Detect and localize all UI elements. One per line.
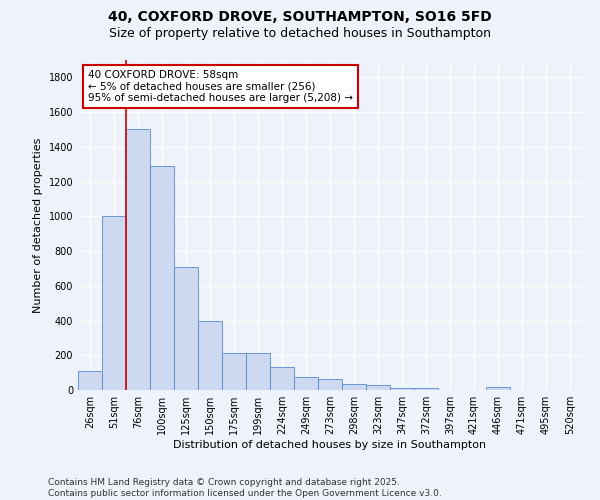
Bar bbox=[270, 366, 294, 390]
Bar bbox=[198, 320, 222, 390]
Bar bbox=[294, 377, 318, 390]
Bar bbox=[174, 266, 198, 390]
Bar bbox=[102, 216, 126, 390]
Bar bbox=[150, 166, 174, 390]
Bar bbox=[222, 352, 246, 390]
Bar bbox=[390, 388, 414, 390]
X-axis label: Distribution of detached houses by size in Southampton: Distribution of detached houses by size … bbox=[173, 440, 487, 450]
Bar bbox=[414, 388, 438, 390]
Bar bbox=[246, 352, 270, 390]
Bar bbox=[342, 384, 366, 390]
Bar bbox=[486, 388, 510, 390]
Text: Contains HM Land Registry data © Crown copyright and database right 2025.
Contai: Contains HM Land Registry data © Crown c… bbox=[48, 478, 442, 498]
Text: 40, COXFORD DROVE, SOUTHAMPTON, SO16 5FD: 40, COXFORD DROVE, SOUTHAMPTON, SO16 5FD bbox=[108, 10, 492, 24]
Y-axis label: Number of detached properties: Number of detached properties bbox=[33, 138, 43, 312]
Bar bbox=[318, 378, 342, 390]
Text: 40 COXFORD DROVE: 58sqm
← 5% of detached houses are smaller (256)
95% of semi-de: 40 COXFORD DROVE: 58sqm ← 5% of detached… bbox=[88, 70, 353, 103]
Bar bbox=[78, 371, 102, 390]
Bar bbox=[126, 130, 150, 390]
Text: Size of property relative to detached houses in Southampton: Size of property relative to detached ho… bbox=[109, 28, 491, 40]
Bar bbox=[366, 385, 390, 390]
